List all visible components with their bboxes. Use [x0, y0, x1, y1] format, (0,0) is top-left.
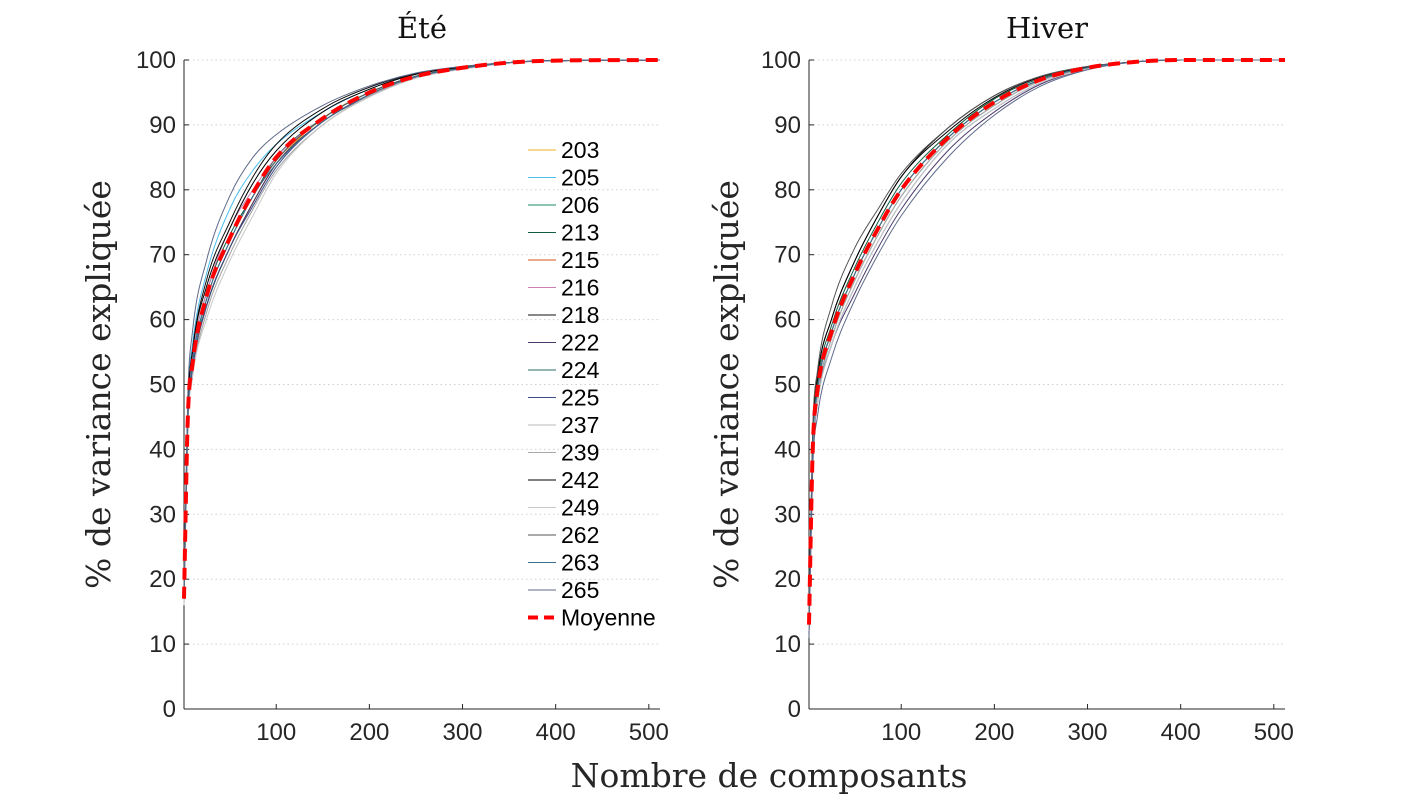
figure-x-axis-label: Nombre de composants	[571, 756, 968, 795]
x-tick-label: 500	[1254, 719, 1294, 746]
panel-hiver: Hiver % de variance expliquée 0 10 20 30 40 50 6…	[707, 11, 1294, 746]
legend-label: 213	[561, 220, 599, 246]
series-line-205	[808, 59, 1285, 625]
y-tick-label: 90	[774, 112, 801, 139]
legend-label: 249	[561, 495, 599, 521]
series-line-203	[808, 59, 1285, 625]
y-tick-label: 40	[774, 436, 801, 463]
legend-label: 237	[561, 412, 599, 438]
series-line-moyenne	[807, 57, 1285, 625]
series-line-206	[808, 59, 1285, 625]
legend-label: 224	[561, 357, 600, 383]
legend-label: 216	[561, 275, 599, 301]
y-tick-label: 70	[774, 242, 801, 269]
series-line-224	[808, 59, 1285, 625]
y-tick-label: 80	[774, 177, 801, 204]
series-line-237	[808, 59, 1285, 632]
y-tick-label: 50	[774, 372, 801, 399]
legend-label: 239	[561, 440, 599, 466]
series-line-215	[808, 59, 1285, 625]
y-tick-label: 30	[149, 501, 176, 528]
x-tick-label: 400	[1161, 719, 1201, 746]
series-line-213	[808, 59, 1285, 625]
series-line-225	[808, 59, 1285, 632]
y-axis-label: % de variance expliquée	[79, 180, 118, 589]
series-line-242	[808, 59, 1285, 619]
x-tick-label: 200	[349, 719, 389, 746]
x-tick-label: 100	[881, 719, 921, 746]
legend-label: 262	[561, 522, 599, 548]
y-tick-label: 10	[774, 631, 801, 658]
y-tick-label: 60	[149, 307, 176, 334]
y-tick-label: 30	[774, 501, 801, 528]
series-line-262	[808, 59, 1285, 619]
y-tick-label: 90	[149, 112, 176, 139]
y-tick-label: 50	[149, 372, 176, 399]
series-line-263	[808, 59, 1285, 625]
y-tick-label: 70	[149, 242, 176, 269]
series-line-222	[808, 59, 1285, 632]
y-axis-label: % de variance expliquée	[707, 180, 746, 589]
legend-label: 265	[561, 577, 599, 603]
legend-label: 222	[561, 330, 599, 356]
y-tick-label: 100	[136, 47, 176, 74]
legend-label: 206	[561, 192, 599, 218]
series-line-moyenne	[182, 58, 661, 599]
legend-label: Moyenne	[561, 605, 656, 631]
legend-label: 225	[561, 385, 599, 411]
series-line-239	[808, 59, 1285, 632]
panel-ete: Été % de variance expliquée 0 10 20 30 40 50 60 7…	[79, 10, 669, 746]
y-tick-label: 10	[149, 631, 176, 658]
x-tick-label: 300	[442, 719, 482, 746]
y-tick-label: 40	[149, 436, 176, 463]
y-tick-label: 0	[788, 696, 801, 723]
panel-title: Été	[397, 10, 447, 45]
legend-label: 218	[561, 302, 599, 328]
x-tick-label: 500	[629, 719, 669, 746]
x-tick-label: 400	[536, 719, 576, 746]
legend-label: 263	[561, 550, 599, 576]
x-tick-label: 100	[256, 719, 296, 746]
legend-label: 205	[561, 165, 599, 191]
legend: 2032052062132152162182222242252372392422…	[528, 137, 656, 631]
x-tick-label: 200	[974, 719, 1014, 746]
y-tick-label: 60	[774, 307, 801, 334]
legend-label: 242	[561, 467, 599, 493]
series-line-218	[808, 59, 1285, 619]
y-tick-label: 20	[149, 566, 176, 593]
y-tick-label: 0	[163, 696, 176, 723]
legend-label: 203	[561, 137, 599, 163]
series-line-216	[808, 59, 1285, 625]
series-line-249	[808, 59, 1285, 632]
x-tick-label: 300	[1067, 719, 1107, 746]
y-tick-label: 80	[149, 177, 176, 204]
series-line-265	[183, 59, 661, 586]
legend-label: 215	[561, 247, 599, 273]
y-tick-label: 20	[774, 566, 801, 593]
series-line-265	[808, 59, 1285, 638]
y-tick-label: 100	[761, 47, 801, 74]
panel-title: Hiver	[1006, 11, 1088, 45]
